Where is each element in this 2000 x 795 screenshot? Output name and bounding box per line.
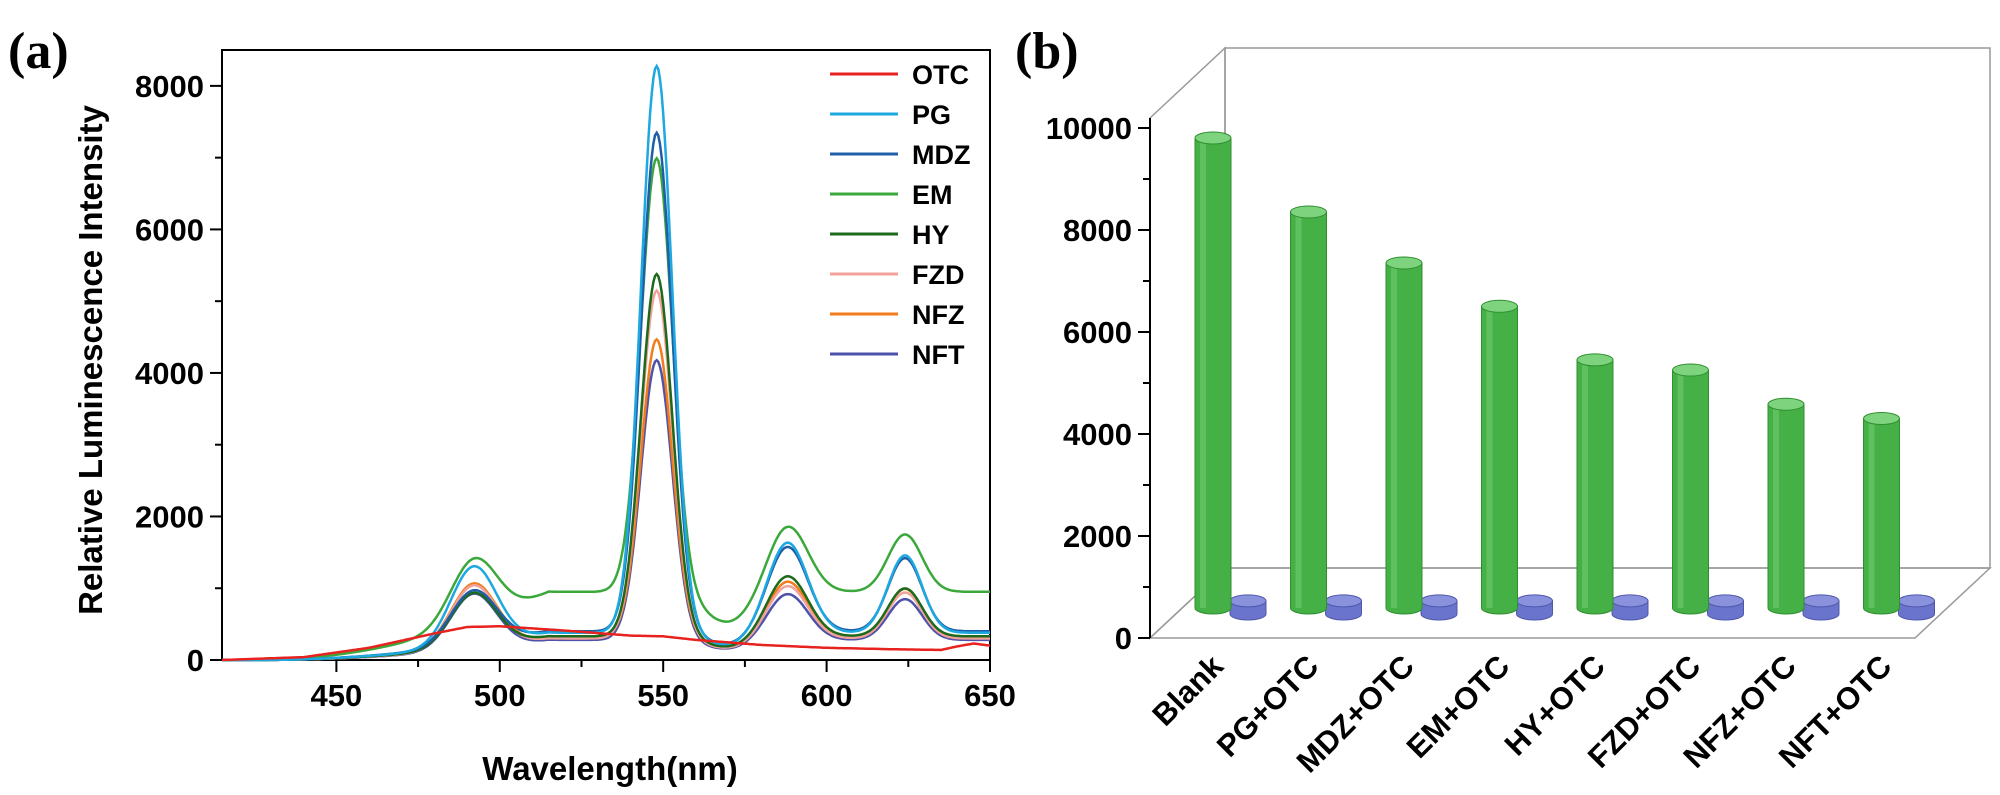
back-bar-top: [1707, 594, 1744, 608]
y-tick-label: 0: [1115, 621, 1132, 656]
series-line-pg: [222, 63, 990, 662]
y-tick-label: 6000: [1063, 315, 1132, 350]
series-line-em: [222, 156, 990, 662]
legend-label-hy: HY: [912, 220, 950, 250]
legend-label-mdz: MDZ: [912, 140, 970, 170]
panel-b-label: (b): [1015, 23, 1079, 80]
y-tick-label: 10000: [1046, 111, 1132, 146]
back-bar-top: [1516, 594, 1553, 608]
panel-a-label: (a): [8, 23, 69, 80]
panel-a-frame: [221, 49, 991, 661]
front-bar-highlight: [1391, 262, 1397, 608]
back-bar-top: [1420, 594, 1458, 608]
x-tick-label: 600: [801, 678, 853, 713]
panel-a-xlabel: Wavelength(nm): [482, 750, 737, 787]
back-bar-top: [1802, 594, 1840, 608]
series-line-hy: [222, 272, 990, 662]
front-bar-highlight: [1295, 211, 1302, 608]
back-bar-top: [1325, 594, 1362, 608]
front-bar-top: [1863, 412, 1900, 425]
series-line-otc: [221, 625, 991, 662]
front-bar-highlight: [1677, 370, 1684, 608]
back-bar-top: [1229, 594, 1267, 608]
front-bar-highlight: [1582, 359, 1588, 608]
front-bar-highlight: [1200, 138, 1206, 608]
front-bar-highlight: [1486, 306, 1493, 608]
front-bar-top: [1481, 299, 1518, 313]
panel-b-plot: 0200040006000800010000BlankPG+OTCMDZ+OTC…: [1046, 46, 1992, 780]
legend-label-nfz: NFZ: [912, 300, 964, 330]
legend-label-otc: OTC: [912, 60, 969, 90]
front-bar-top: [1767, 397, 1805, 411]
x-category-label: EM+OTC: [1400, 648, 1517, 765]
back-bar-top: [1898, 594, 1935, 608]
y-tick-label: 0: [187, 643, 204, 678]
y-tick-label: 2000: [135, 499, 204, 534]
x-tick-label: 500: [474, 678, 526, 713]
x-category-label: Blank: [1146, 648, 1231, 733]
series-line-fzd: [222, 288, 990, 662]
y-tick-label: 6000: [135, 212, 204, 247]
front-bar-top: [1576, 353, 1614, 367]
series-line-nfz: [222, 337, 990, 662]
legend-label-nft: NFT: [912, 340, 965, 370]
front-bar-highlight: [1868, 418, 1875, 608]
x-tick-label: 450: [311, 678, 363, 713]
legend-label-pg: PG: [912, 100, 951, 130]
y-tick-label: 8000: [1063, 213, 1132, 248]
front-bar-highlight: [1773, 404, 1779, 608]
y-tick-label: 8000: [135, 69, 204, 104]
front-bar-top: [1385, 256, 1423, 270]
x-tick-label: 550: [637, 678, 689, 713]
legend-label-em: EM: [912, 180, 953, 210]
back-bar-top: [1611, 594, 1649, 608]
y-tick-label: 4000: [1063, 417, 1132, 452]
x-tick-label: 650: [964, 678, 1016, 713]
panel-a-ylabel: Relative Luminescence Intensity: [72, 104, 109, 615]
front-bar-top: [1672, 363, 1709, 377]
panel-a-plot: 450 500 550 600 650 0 2000 4000 6000 8000 OTC PG MDZ…: [135, 49, 1016, 713]
y-tick-label: 2000: [1063, 519, 1132, 554]
front-bar-top: [1194, 131, 1232, 145]
y-tick-label: 4000: [135, 356, 204, 391]
legend-label-fzd: FZD: [912, 260, 964, 290]
front-bar-top: [1290, 205, 1327, 219]
